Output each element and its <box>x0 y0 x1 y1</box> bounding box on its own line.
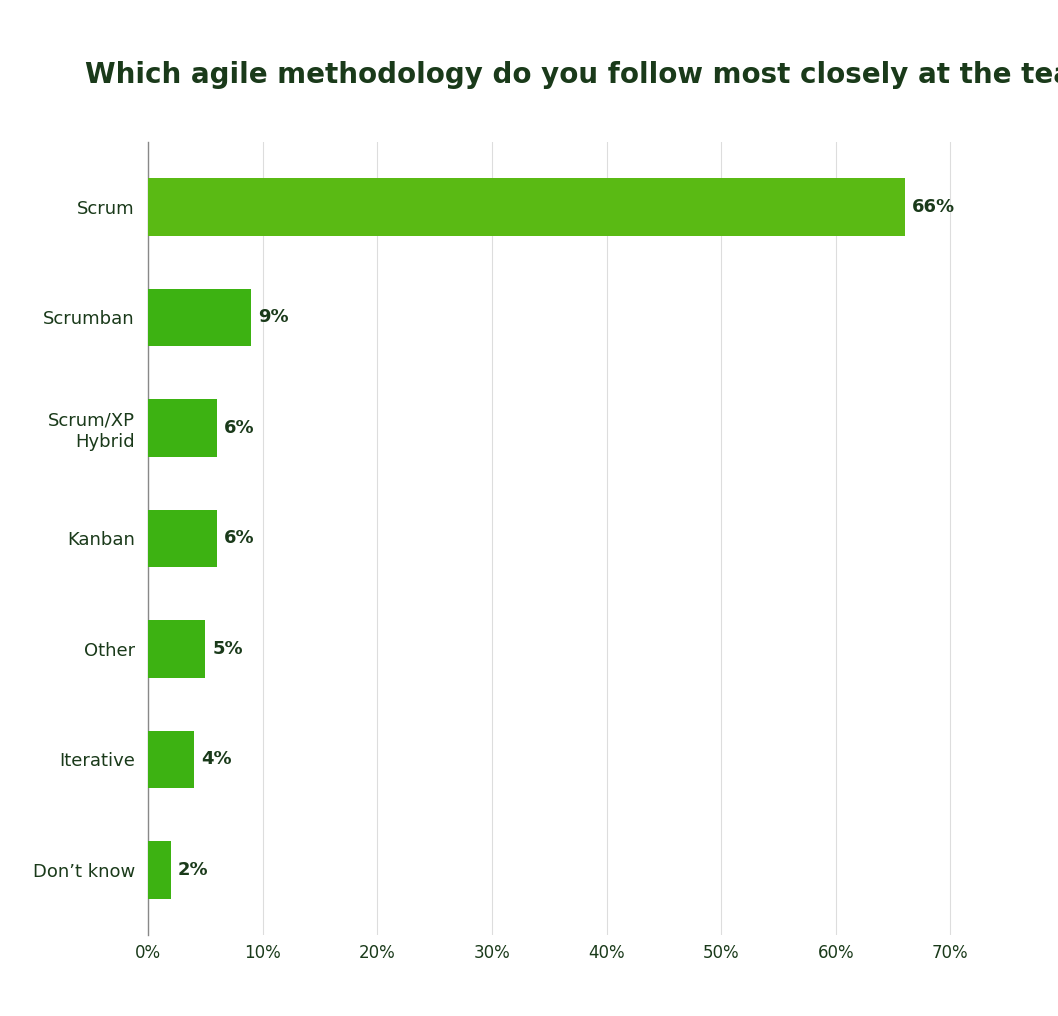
Text: 9%: 9% <box>258 309 289 326</box>
Bar <box>148 620 205 678</box>
Text: 4%: 4% <box>201 751 232 768</box>
Text: 6%: 6% <box>224 419 254 437</box>
Bar <box>148 399 217 457</box>
Text: Which agile methodology do you follow most closely at the team level?: Which agile methodology do you follow mo… <box>85 61 1058 89</box>
Bar <box>148 178 905 236</box>
Bar <box>148 731 194 788</box>
Text: 2%: 2% <box>178 861 208 879</box>
Bar <box>148 510 217 567</box>
Text: 66%: 66% <box>911 198 954 216</box>
Text: 6%: 6% <box>224 529 254 548</box>
Bar <box>148 841 171 899</box>
Bar <box>148 289 252 346</box>
Text: 5%: 5% <box>213 640 243 658</box>
